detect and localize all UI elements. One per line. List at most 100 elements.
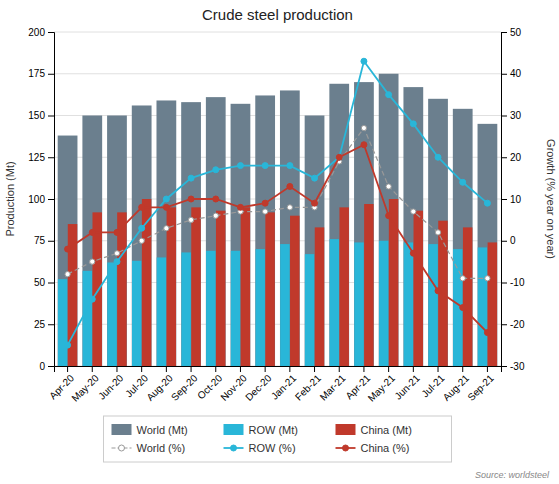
legend-item: World (%) [112, 442, 186, 454]
tick-label: Jun-20 [96, 372, 126, 402]
point [139, 204, 145, 210]
tick-mark [215, 366, 216, 372]
bar [206, 251, 215, 366]
tick-mark [413, 366, 414, 372]
tick-mark [48, 324, 54, 325]
bar [339, 207, 348, 366]
tick-label: 125 [28, 152, 45, 163]
tick-label: 150 [28, 110, 45, 121]
tick-mark [501, 157, 507, 158]
bar [241, 207, 250, 366]
bar [290, 216, 299, 366]
bar [404, 242, 413, 366]
axis-line [48, 33, 55, 367]
tick-mark [48, 74, 54, 75]
title: Crude steel production [202, 6, 353, 23]
bar [265, 212, 274, 366]
point [410, 250, 416, 256]
axis-title: Growth (% year on year) [545, 139, 557, 259]
axis-line [55, 367, 502, 373]
tick-mark [48, 199, 54, 200]
tick: 10 [501, 194, 522, 205]
bar [142, 199, 151, 366]
bar [428, 99, 448, 366]
tick: May-21 [366, 366, 398, 404]
point [336, 154, 342, 160]
grid [54, 32, 501, 366]
point [460, 179, 466, 185]
tick-mark [67, 366, 68, 372]
bar [156, 100, 176, 366]
point [213, 167, 219, 173]
tick-mark [438, 366, 439, 372]
point [237, 163, 243, 169]
bar [453, 109, 473, 366]
bar [305, 116, 325, 367]
tick: -20 [501, 319, 525, 330]
point [65, 342, 71, 348]
point [188, 196, 194, 202]
legend-label: China (Mt) [361, 424, 412, 436]
tick: Sep-21 [465, 366, 496, 403]
point [263, 209, 268, 214]
tick-mark [339, 366, 340, 372]
tick-mark [48, 116, 54, 117]
grid-line [54, 32, 501, 33]
tick: Jun-20 [96, 366, 126, 402]
point [287, 205, 292, 210]
y2-axis: -30-20-1001020304050 [501, 27, 525, 372]
bar [330, 239, 339, 366]
tick-label: May-21 [366, 372, 398, 404]
tick-label: May-20 [69, 372, 101, 404]
bar [255, 249, 264, 366]
point [188, 217, 193, 222]
bar [354, 242, 363, 366]
point [460, 276, 465, 281]
point [139, 225, 145, 231]
bar [364, 204, 373, 366]
tick: 125 [28, 152, 54, 163]
point [114, 251, 119, 256]
tick: 30 [501, 110, 522, 121]
bar [107, 262, 116, 366]
tick-label: -10 [510, 277, 525, 288]
tick: 100 [28, 194, 54, 205]
point [65, 272, 70, 277]
tick-mark [363, 366, 364, 372]
chart: Apr-20May-20Jun-20Jul-20Aug-20Sep-20Oct-… [0, 0, 559, 484]
tick-label: 10 [510, 194, 522, 205]
tick-mark [48, 32, 54, 33]
line [68, 128, 488, 278]
point [386, 92, 392, 98]
point [484, 200, 490, 206]
tick-label: 200 [28, 27, 45, 38]
bar [181, 102, 201, 366]
point [460, 305, 466, 311]
bar [329, 84, 349, 366]
tick-label: Sep-20 [169, 372, 200, 403]
legend-item: China (Mt) [336, 424, 412, 436]
point [435, 154, 441, 160]
tick: 50 [501, 27, 522, 38]
tick-mark [501, 366, 507, 367]
bar [463, 227, 472, 366]
bar [206, 97, 226, 366]
tick-mark [166, 366, 167, 372]
tick-mark [501, 116, 507, 117]
bar [132, 261, 141, 366]
point [89, 229, 95, 235]
tick: 150 [28, 110, 54, 121]
bar [231, 251, 240, 366]
tick-label: 175 [28, 68, 45, 79]
tick: 200 [28, 27, 54, 38]
tick-mark [48, 241, 54, 242]
tick-mark [141, 366, 142, 372]
tick-label: Mar-21 [318, 372, 348, 402]
bar [280, 244, 289, 366]
tick: 40 [501, 68, 522, 79]
tick-label: 50 [510, 27, 522, 38]
bar [191, 207, 200, 366]
tick-mark [48, 366, 54, 367]
bar [231, 104, 251, 366]
bar [83, 271, 92, 366]
